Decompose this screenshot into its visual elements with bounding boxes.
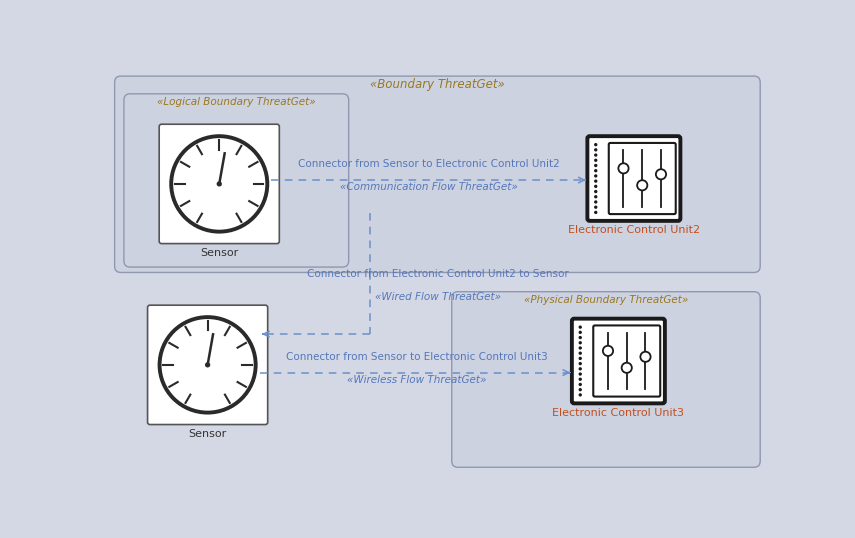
Circle shape <box>594 185 598 188</box>
Circle shape <box>579 351 582 355</box>
Circle shape <box>594 206 598 209</box>
Circle shape <box>579 367 582 371</box>
FancyBboxPatch shape <box>572 318 665 404</box>
Circle shape <box>594 195 598 199</box>
Circle shape <box>603 346 613 356</box>
Text: Connector from Electronic Control Unit2 to Sensor: Connector from Electronic Control Unit2 … <box>307 268 569 279</box>
FancyBboxPatch shape <box>124 94 349 267</box>
Circle shape <box>579 393 582 397</box>
Circle shape <box>622 363 632 373</box>
Circle shape <box>594 190 598 193</box>
Text: «Logical Boundary ThreatGet»: «Logical Boundary ThreatGet» <box>157 97 315 107</box>
Circle shape <box>594 169 598 172</box>
Text: «Communication Flow ThreatGet»: «Communication Flow ThreatGet» <box>339 182 517 193</box>
Circle shape <box>594 211 598 214</box>
Circle shape <box>579 378 582 381</box>
Circle shape <box>594 143 598 146</box>
Circle shape <box>160 317 256 413</box>
Text: Connector from Sensor to Electronic Control Unit3: Connector from Sensor to Electronic Cont… <box>286 352 548 362</box>
Circle shape <box>579 336 582 339</box>
Circle shape <box>579 357 582 360</box>
Circle shape <box>640 352 651 362</box>
Circle shape <box>594 164 598 167</box>
Text: «Boundary ThreatGet»: «Boundary ThreatGet» <box>370 79 505 91</box>
Circle shape <box>579 325 582 329</box>
Text: Sensor: Sensor <box>200 248 239 258</box>
Circle shape <box>579 383 582 386</box>
Circle shape <box>637 180 647 190</box>
Text: «Wired Flow ThreatGet»: «Wired Flow ThreatGet» <box>374 292 501 302</box>
Circle shape <box>594 174 598 178</box>
Circle shape <box>216 181 222 187</box>
Circle shape <box>579 346 582 350</box>
Circle shape <box>171 136 268 232</box>
Text: «Wireless Flow ThreatGet»: «Wireless Flow ThreatGet» <box>347 375 486 385</box>
FancyBboxPatch shape <box>159 124 280 244</box>
Circle shape <box>594 148 598 152</box>
Circle shape <box>579 331 582 334</box>
FancyBboxPatch shape <box>451 292 760 468</box>
Text: «Physical Boundary ThreatGet»: «Physical Boundary ThreatGet» <box>524 295 688 305</box>
FancyBboxPatch shape <box>593 325 660 397</box>
Text: Electronic Control Unit3: Electronic Control Unit3 <box>552 408 684 418</box>
FancyBboxPatch shape <box>148 305 268 424</box>
FancyBboxPatch shape <box>587 136 681 221</box>
FancyBboxPatch shape <box>609 143 675 214</box>
Text: Electronic Control Unit2: Electronic Control Unit2 <box>568 225 700 236</box>
Circle shape <box>579 362 582 365</box>
Text: Connector from Sensor to Electronic Control Unit2: Connector from Sensor to Electronic Cont… <box>298 159 559 169</box>
Circle shape <box>579 372 582 376</box>
Circle shape <box>579 388 582 391</box>
Circle shape <box>205 362 210 367</box>
Circle shape <box>594 159 598 162</box>
FancyBboxPatch shape <box>115 76 760 272</box>
Circle shape <box>594 180 598 183</box>
Circle shape <box>579 341 582 344</box>
Circle shape <box>594 200 598 204</box>
Circle shape <box>594 153 598 157</box>
Circle shape <box>656 169 666 179</box>
Text: Sensor: Sensor <box>188 429 227 439</box>
Circle shape <box>618 163 628 173</box>
